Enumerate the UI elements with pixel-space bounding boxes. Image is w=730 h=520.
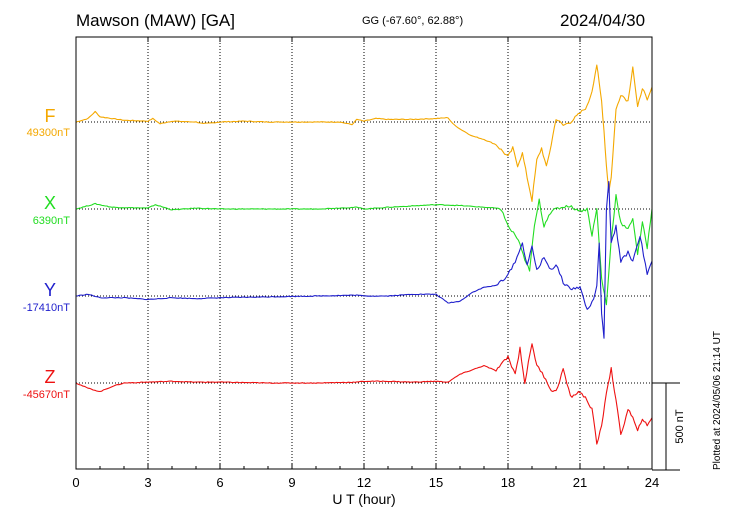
scale-bar: 500 nT [652,382,686,471]
series-line-f [75,64,653,202]
series-name-f: F [45,106,56,126]
x-axis-ticks [75,37,653,469]
series-line-y [75,180,653,339]
plotted-timestamp: Plotted at 2024/05/06 21:14 UT [712,331,723,470]
tick-label-6: 6 [216,475,223,490]
station-title: Mawson (MAW) [GA] [76,11,235,30]
chart-grid [147,37,581,469]
series-name-y: Y [44,280,56,300]
series-line-x [75,193,653,306]
x-axis-label: U T (hour) [332,491,395,507]
series-line-z [75,343,653,445]
plot-date: 2024/04/30 [560,11,646,30]
series-baseline-y: -17410nT [23,302,70,314]
scale-bar-label: 500 nT [674,409,686,444]
tick-label-15: 15 [429,475,443,490]
tick-label-18: 18 [501,475,515,490]
tick-label-24: 24 [645,475,659,490]
series-baseline-f: 49300nT [27,127,71,139]
station-coordinates: GG (-67.60°, 62.88°) [362,15,464,27]
series-baseline-x: 6390nT [33,215,71,227]
tick-label-3: 3 [144,475,151,490]
tick-label-0: 0 [72,475,79,490]
tick-label-21: 21 [573,475,587,490]
x-axis-tick-labels: 0 3 6 9 12 15 18 21 24 [72,475,659,490]
tick-label-12: 12 [357,475,371,490]
chart-series [75,64,653,445]
tick-label-9: 9 [288,475,295,490]
series-baseline-z: -45670nT [23,389,70,401]
series-name-z: Z [45,367,56,387]
series-name-x: X [44,193,56,213]
